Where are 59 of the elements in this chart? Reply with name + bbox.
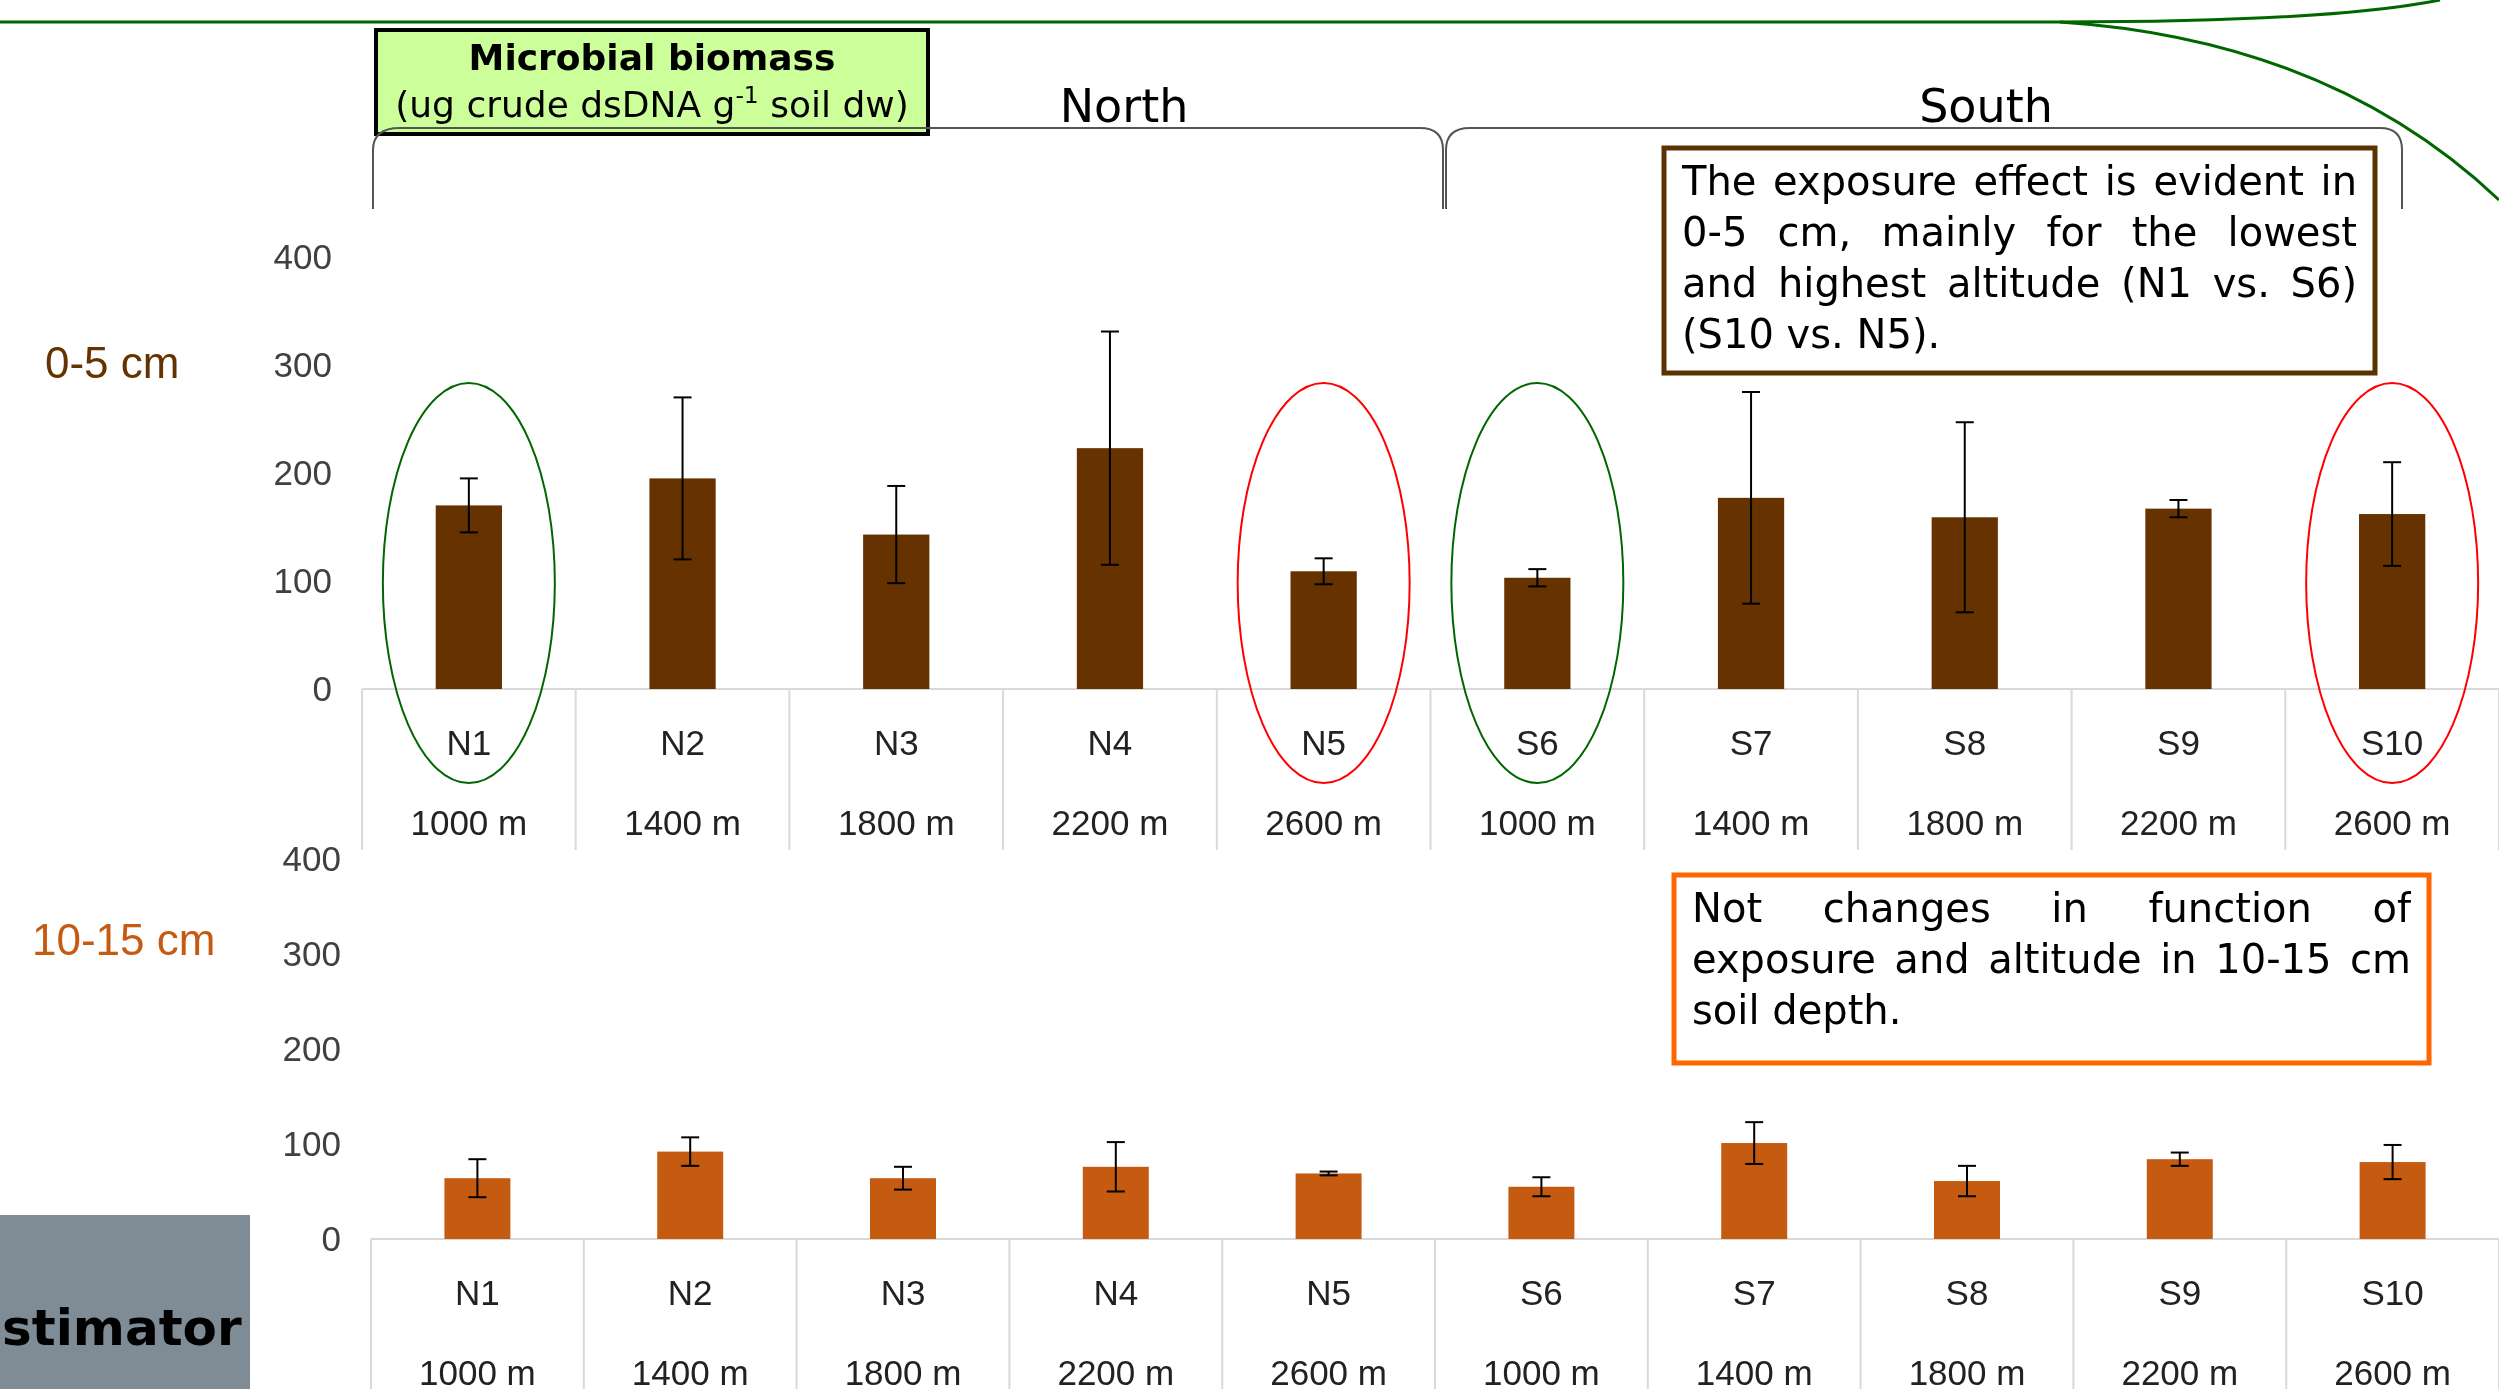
bar: [1721, 1143, 1788, 1239]
y-tick-label: 400: [273, 237, 332, 277]
x-tick-label: N5 2600 m: [1270, 1273, 1387, 1389]
bar: [649, 478, 716, 689]
y-tick-label: 0: [321, 1219, 341, 1259]
x-tick-label: N3 1800 m: [844, 1273, 962, 1389]
x-tick-label: S8 1800 m: [1906, 723, 2024, 842]
bar: [435, 505, 502, 689]
bar: [1504, 577, 1571, 689]
x-tick-label: N2 1400 m: [624, 723, 741, 842]
chart-subtitle: (ug crude dsDNA g$^{-1}$ soil dw): [395, 81, 909, 125]
x-tick-label: N5 2600 m: [1265, 723, 1383, 842]
bar: [1290, 571, 1357, 689]
x-tick-label: S9 2200 m: [2120, 723, 2237, 842]
x-tick-label: N3 1800 m: [837, 723, 955, 842]
y-tick-label: 100: [273, 561, 332, 601]
x-tick-label: S7 1400 m: [1695, 1273, 1813, 1389]
x-tick-label: N4 2200 m: [1051, 723, 1169, 842]
x-tick-label: S9 2200 m: [2121, 1273, 2239, 1389]
bar: [1295, 1173, 1362, 1239]
text: stimator: [2, 1299, 242, 1357]
bar: [1934, 1181, 2000, 1239]
x-tick-label: S7 1400 m: [1692, 723, 1810, 842]
x-tick-label: N1 1000 m: [410, 723, 528, 842]
bar: [2145, 508, 2212, 689]
y-axis-title: 0-5 cm: [45, 338, 180, 387]
annotation: Not changes in function of exposure and altitude in 10-15 cm soil depth.: [1692, 884, 2411, 1035]
bar: [444, 1178, 511, 1239]
y-tick-label: 200: [273, 453, 332, 493]
chart-title: Microbial biomass: [468, 37, 836, 78]
y-tick-label: 300: [282, 934, 341, 974]
bar: [2359, 514, 2426, 689]
bar: [1717, 497, 1785, 689]
text: North: [1059, 79, 1189, 133]
x-tick-label: N1 1000 m: [419, 1273, 536, 1389]
bar: [2359, 1162, 2426, 1239]
x-tick-label: N4 2200 m: [1057, 1273, 1175, 1389]
bar: [1076, 448, 1144, 689]
x-tick-label: S10 2600 m: [2334, 1273, 2451, 1389]
bar: [1508, 1186, 1575, 1239]
x-tick-label: N2 1400 m: [631, 1273, 749, 1389]
bar: [1931, 517, 1998, 689]
bar: [657, 1151, 724, 1239]
annotation: The exposure effect is evident in 0-5 cm, mainly for the lowest and highest altitude (N1 vs. S6) (S10 vs. N5).: [1682, 157, 2357, 359]
bar: [863, 534, 930, 689]
x-tick-label: S6 1000 m: [1483, 1273, 1600, 1389]
x-tick-label: S6 1000 m: [1478, 723, 1596, 842]
y-tick-label: 300: [273, 345, 332, 385]
x-tick-label: S8 1800 m: [1908, 1273, 2026, 1389]
y-tick-label: 100: [282, 1124, 341, 1164]
y-tick-label: 200: [282, 1029, 341, 1069]
text: South: [1919, 79, 2053, 133]
bar: [2146, 1159, 2213, 1239]
x-tick-label: S10 2600 m: [2333, 723, 2451, 842]
y-tick-label: 400: [282, 839, 341, 879]
bar: [1082, 1166, 1149, 1239]
y-tick-label: 0: [312, 669, 332, 709]
bar: [870, 1178, 936, 1239]
y-axis-title: 10-15 cm: [32, 915, 216, 964]
